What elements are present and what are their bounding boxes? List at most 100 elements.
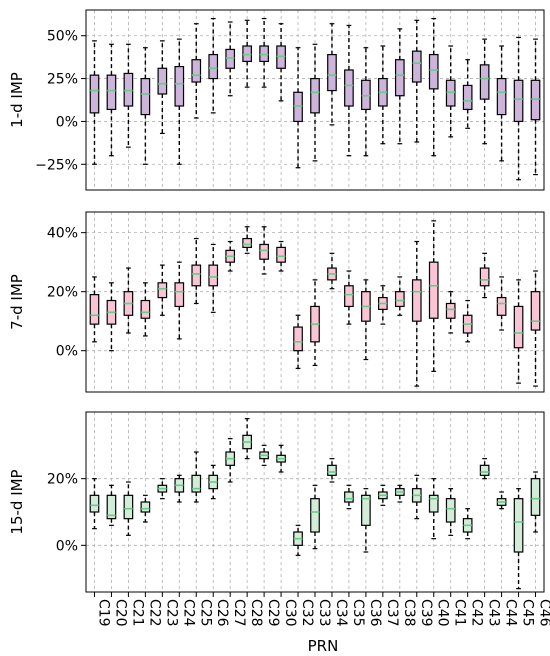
box-C42 (462, 508, 473, 540)
box-C45 (513, 36, 524, 181)
iqr-box (140, 77, 151, 116)
iqr-box (123, 494, 134, 520)
iqr-box (276, 45, 286, 69)
box-C22 (140, 282, 151, 337)
box-C23 (157, 478, 168, 500)
iqr-box (513, 79, 524, 123)
box-C30 (276, 444, 286, 473)
box-C19 (89, 478, 100, 530)
x-tick-label: C29 (265, 599, 281, 627)
box-C21 (123, 481, 134, 536)
x-tick-label: C45 (520, 599, 536, 627)
box-C40 (428, 478, 439, 540)
x-tick-label: C41 (452, 599, 468, 627)
iqr-box (411, 50, 422, 83)
iqr-box (327, 53, 337, 92)
box-C37 (378, 45, 388, 145)
box-C43 (479, 252, 490, 299)
x-tick-label: C26 (214, 599, 230, 627)
iqr-box (208, 53, 219, 80)
y-tick-label: 25% (47, 72, 78, 88)
iqr-box (89, 74, 100, 114)
box-C28 (242, 226, 252, 254)
box-C27 (225, 21, 236, 97)
box-C41 (445, 45, 456, 138)
box-C29 (259, 17, 269, 88)
plot-frame (85, 9, 545, 191)
iqr-box (242, 45, 252, 63)
iqr-box (344, 491, 354, 503)
iqr-box (123, 72, 134, 107)
iqr-box (479, 267, 490, 287)
box-C25 (191, 451, 202, 503)
iqr-box (513, 305, 524, 349)
iqr-box (530, 79, 541, 121)
box-C44 (496, 45, 507, 162)
iqr-box (310, 498, 320, 533)
x-tick-label: C42 (469, 599, 485, 627)
y-tick-label: 50% (47, 29, 78, 45)
box-C20 (106, 484, 117, 526)
iqr-box (259, 243, 269, 260)
x-tick-label: C34 (333, 599, 349, 627)
x-tick-label: C30 (282, 599, 298, 627)
box-C21 (123, 267, 134, 334)
box-C46 (530, 471, 541, 533)
y-axis-label: 15-d IMP (8, 469, 26, 534)
iqr-box (225, 48, 236, 69)
iqr-box (157, 282, 168, 299)
box-C42 (462, 59, 473, 129)
iqr-box (394, 59, 405, 97)
box-C21 (123, 43, 134, 148)
iqr-box (428, 53, 439, 90)
box-C39 (411, 19, 422, 143)
iqr-box (445, 79, 456, 107)
box-C43 (479, 458, 490, 480)
box-C19 (89, 276, 100, 343)
iqr-box (496, 296, 507, 316)
iqr-box (89, 494, 100, 513)
box-C44 (496, 491, 507, 510)
box-C36 (361, 47, 371, 157)
x-tick-label: C33 (316, 599, 332, 627)
box-C36 (361, 279, 371, 361)
box-C27 (225, 240, 236, 272)
panel-3: 0% 20% 15-d IMP (8, 411, 545, 593)
iqr-box (496, 77, 507, 116)
iqr-box (462, 84, 473, 111)
iqr-box (344, 69, 354, 107)
x-tick-label: C38 (401, 599, 417, 627)
box-C29 (259, 226, 269, 275)
box-C40 (428, 220, 439, 372)
y-tick-label: 20% (47, 285, 78, 301)
x-tick-label: C36 (367, 599, 383, 627)
box-C32 (293, 314, 303, 369)
iqr-box (479, 464, 490, 476)
y-tick-label: 40% (47, 226, 78, 242)
iqr-box (411, 279, 422, 322)
box-C39 (411, 240, 422, 387)
box-C20 (106, 43, 117, 157)
x-tick-label: C44 (503, 599, 519, 627)
box-C30 (276, 240, 286, 272)
box-C42 (462, 299, 473, 343)
box-C19 (89, 40, 100, 165)
panel-1: −25% 0% 25% 50% 1-d IMP (8, 9, 545, 191)
box-C26 (208, 243, 219, 313)
iqr-box (293, 91, 303, 123)
box-C38 (394, 484, 405, 503)
x-tick-label: C46 (537, 599, 550, 627)
x-tick-label: C40 (435, 599, 451, 627)
iqr-box (89, 294, 100, 325)
iqr-box (276, 246, 286, 263)
box-C40 (428, 17, 439, 157)
box-C41 (445, 291, 456, 334)
x-tick-label: C25 (197, 599, 213, 627)
x-tick-label: C37 (384, 599, 400, 627)
box-C46 (530, 270, 541, 387)
box-C26 (208, 464, 219, 500)
iqr-box (191, 474, 202, 493)
iqr-box (445, 302, 456, 319)
iqr-box (259, 45, 269, 63)
iqr-box (208, 264, 219, 287)
